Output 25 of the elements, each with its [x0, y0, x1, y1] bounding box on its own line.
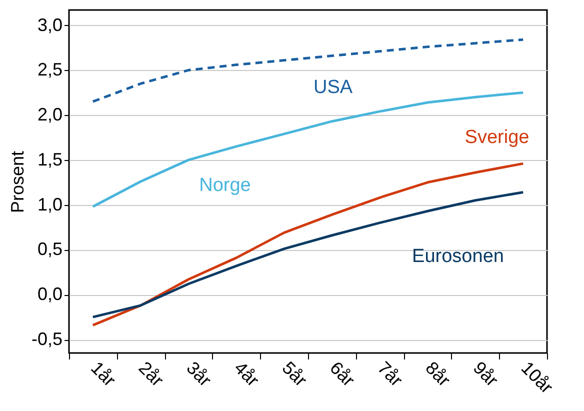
x-tick-label: 3år	[182, 358, 216, 390]
x-tick-label: 8år	[422, 358, 454, 390]
y-tick-label: 0,5	[37, 239, 62, 260]
x-tick-label: 1år	[87, 358, 120, 390]
y-axis-title: Prosent	[7, 150, 28, 214]
x-tick-label: 2år	[134, 358, 168, 390]
y-tick-label: 1,0	[37, 194, 62, 214]
x-tick-label: 10år	[517, 358, 557, 398]
y-tick-label: 2,5	[37, 60, 62, 80]
line-series	[92, 162, 524, 326]
x-tick-label: 4år	[230, 358, 263, 390]
y-tick-label: -0,5	[31, 329, 62, 350]
x-tick-label: 5år	[278, 358, 311, 390]
x-tick-label: 6år	[326, 358, 359, 390]
series-label: Eurosonen	[412, 246, 504, 267]
series-label: Sverige	[464, 127, 530, 148]
x-tick-label: 7år	[374, 358, 406, 390]
y-tick-label: 2,0	[37, 104, 62, 125]
series-label: Norge	[199, 175, 251, 196]
y-tick-label: 3,0	[37, 14, 62, 35]
line-series	[92, 38, 524, 103]
y-tick-label: 0,0	[37, 284, 62, 304]
series-label: USA	[313, 77, 353, 98]
x-tick-label: 9år	[469, 358, 502, 390]
y-tick-label: 1,5	[37, 149, 62, 170]
